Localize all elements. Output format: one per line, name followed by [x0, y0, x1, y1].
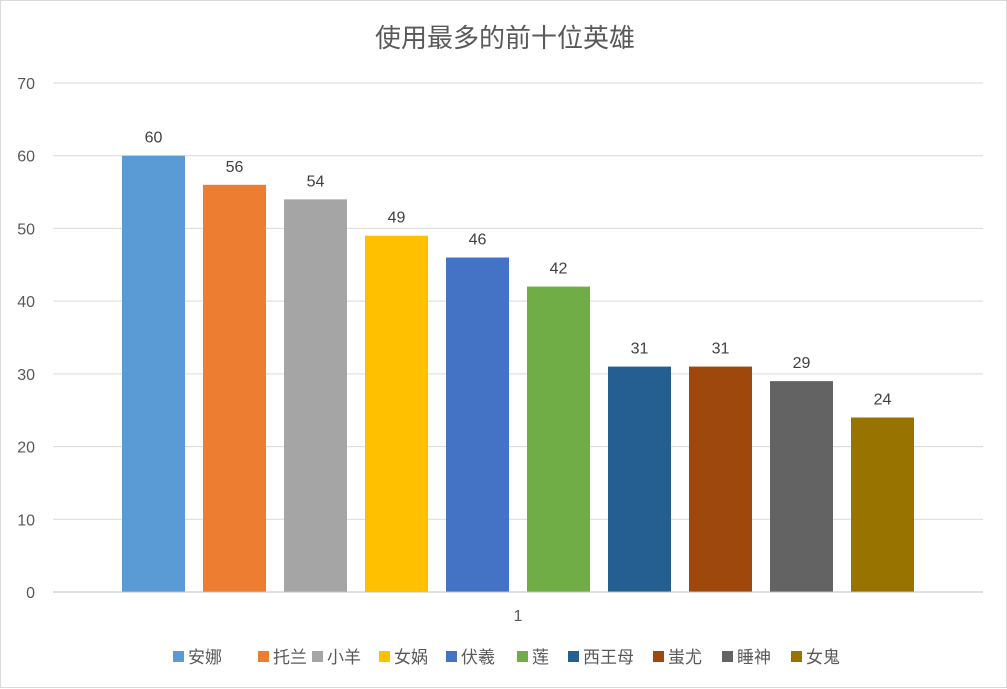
data-label: 31 [631, 341, 649, 358]
legend-label: 小羊 [327, 648, 361, 668]
legend-label: 蚩尤 [668, 648, 702, 668]
legend-label: 伏羲 [461, 648, 495, 668]
data-label: 31 [712, 341, 730, 358]
legend-label: 安娜 [188, 648, 222, 668]
legend-label: 莲 [532, 648, 549, 668]
x-axis: 1 [53, 591, 983, 625]
legend-item: 睡神 [722, 648, 771, 668]
y-axis: 0 10 20 30 40 50 60 70 [17, 76, 35, 602]
data-label: 49 [388, 210, 406, 227]
bar-4 [365, 235, 428, 592]
legend-label: 女鬼 [806, 648, 840, 668]
legend-item: 蚩尤 [653, 648, 702, 668]
x-tick-label: 1 [514, 608, 523, 625]
legend-label: 西王母 [583, 648, 634, 668]
legend-item: 女鬼 [791, 648, 840, 668]
bar-1 [122, 155, 185, 592]
data-label: 60 [145, 130, 163, 147]
legend-item: 西王母 [568, 648, 634, 668]
y-tick-label: 50 [17, 221, 35, 238]
y-tick-label: 0 [26, 585, 35, 602]
legend-item: 小羊 [312, 648, 361, 668]
legend-swatch [446, 651, 457, 662]
data-labels: 60 56 54 49 46 42 31 31 29 24 [145, 130, 892, 409]
bar-9 [770, 381, 833, 592]
legend-label: 托兰 [273, 648, 307, 668]
legend-item: 伏羲 [446, 648, 495, 668]
bar-3 [284, 199, 347, 593]
legend-item: 安娜 [173, 648, 222, 668]
legend-swatch [791, 651, 802, 662]
data-label: 54 [307, 173, 325, 190]
gridlines [53, 82, 983, 520]
legend-swatch [379, 651, 390, 662]
y-tick-label: 40 [17, 294, 35, 311]
data-label: 46 [469, 232, 487, 249]
legend-item: 女娲 [379, 648, 428, 668]
bar-8 [689, 366, 752, 592]
data-label: 24 [874, 391, 892, 408]
y-tick-label: 70 [17, 76, 35, 93]
bar-10 [851, 417, 914, 592]
legend-swatch [312, 651, 323, 662]
chart-title: 使用最多的前十位英雄 [375, 24, 635, 54]
legend-swatch [653, 651, 664, 662]
data-label: 42 [550, 261, 568, 278]
y-tick-label: 20 [17, 440, 35, 457]
bar-2 [203, 184, 266, 593]
y-tick-label: 30 [17, 367, 35, 384]
bar-5 [446, 257, 509, 592]
legend: 安娜 托兰 小羊 女娲 伏羲 莲 西王母 蚩尤 睡神 女鬼 [173, 648, 840, 668]
legend-swatch [258, 651, 269, 662]
legend-item: 莲 [517, 648, 549, 668]
legend-label: 女娲 [394, 648, 428, 668]
legend-swatch [173, 651, 184, 662]
data-label: 29 [793, 355, 811, 372]
data-label: 56 [226, 159, 244, 176]
legend-swatch [517, 651, 528, 662]
legend-label: 睡神 [737, 648, 771, 668]
y-tick-label: 10 [17, 512, 35, 529]
legend-swatch [568, 651, 579, 662]
bar-7 [608, 366, 671, 592]
bars [122, 155, 914, 593]
legend-swatch [722, 651, 733, 662]
bar-6 [527, 286, 590, 592]
y-tick-label: 60 [17, 149, 35, 166]
legend-item: 托兰 [258, 648, 307, 668]
